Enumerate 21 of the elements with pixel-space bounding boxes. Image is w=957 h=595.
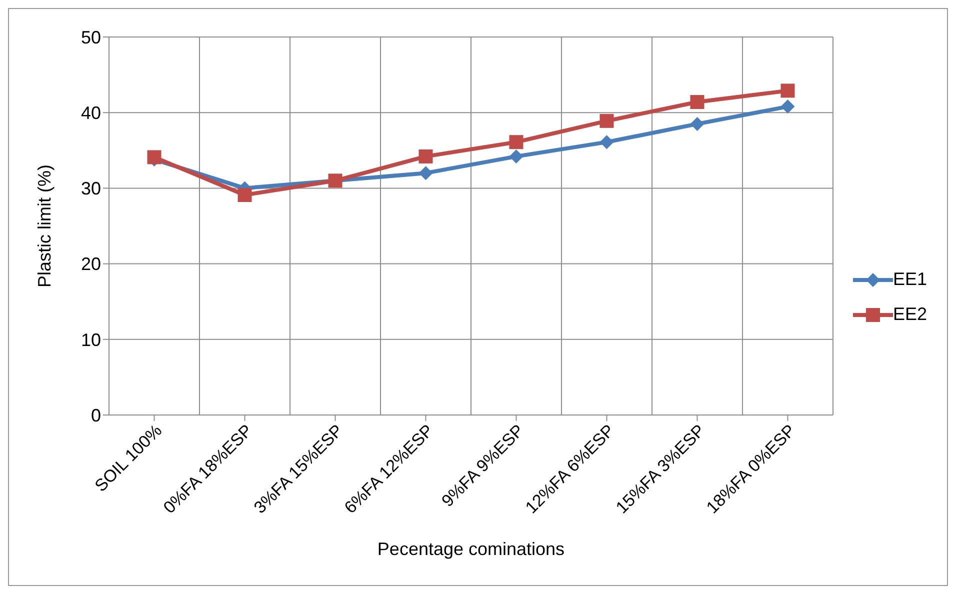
point — [418, 166, 433, 180]
point — [780, 100, 795, 114]
point — [238, 188, 252, 202]
point — [509, 135, 524, 150]
point — [690, 95, 704, 110]
point — [600, 135, 614, 150]
point — [780, 84, 795, 98]
x-axis-title: Pecentage cominations — [377, 539, 565, 559]
y-tick-label: 10 — [80, 330, 101, 350]
point — [600, 114, 614, 128]
y-tick-label: 0 — [90, 405, 101, 426]
point — [509, 149, 524, 164]
y-tick-label: 40 — [80, 102, 101, 123]
y-axis-title: Plastic limit (%) — [34, 164, 54, 288]
y-tick-label: 30 — [80, 178, 101, 199]
y-tick-label: 50 — [80, 27, 101, 48]
point — [418, 149, 433, 164]
legend-label: EE2 — [892, 304, 927, 325]
legend-label: EE1 — [892, 269, 927, 290]
y-tick-label: 20 — [80, 254, 101, 274]
point — [690, 116, 704, 131]
